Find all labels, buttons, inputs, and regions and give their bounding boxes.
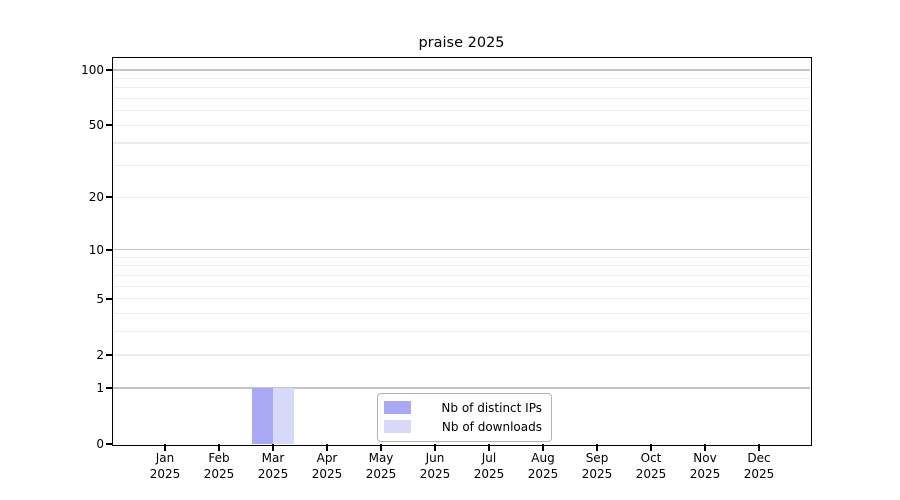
y-gridline-major: [113, 387, 810, 389]
y-gridline-minor: [113, 142, 810, 144]
y-gridline-minor: [113, 354, 810, 356]
y-tick-mark: [106, 248, 113, 251]
y-tick-label: 1: [96, 380, 104, 395]
x-tick-mark: [272, 444, 274, 451]
x-tick-mark: [596, 444, 598, 451]
y-tick-label: 0: [96, 437, 104, 451]
x-tick-mark: [542, 444, 544, 451]
x-tick-label: Feb 2025: [203, 451, 235, 481]
x-tick-mark: [650, 444, 652, 451]
y-gridline-minor: [113, 77, 810, 79]
legend-entry-downloads: Nb of downloads: [384, 418, 542, 435]
y-tick-mark: [106, 124, 113, 127]
x-tick-label: Apr 2025: [311, 451, 343, 481]
plot-area: [113, 58, 810, 444]
y-gridline-minor: [113, 124, 810, 126]
y-tick-mark: [106, 297, 113, 300]
y-tick-label: 100: [81, 62, 104, 77]
bar-downloads: [273, 387, 294, 444]
y-gridline-minor: [113, 331, 810, 333]
x-tick-label: Mar 2025: [257, 451, 289, 481]
y-tick-label: 50: [88, 118, 104, 133]
y-gridline-major: [113, 248, 810, 251]
chart-title: praise 2025: [418, 35, 505, 51]
x-tick-label: Jan 2025: [149, 451, 181, 481]
x-tick-label: Aug 2025: [527, 451, 559, 481]
y-gridline-minor: [113, 298, 810, 300]
y-tick-mark: [106, 69, 113, 71]
y-gridline-minor: [113, 256, 810, 258]
legend-swatch-distinct-ips-icon: [384, 401, 411, 414]
y-tick-mark: [106, 196, 113, 199]
y-tick-mark: [106, 354, 113, 356]
x-tick-label: Nov 2025: [689, 451, 721, 481]
y-gridline-minor: [113, 87, 810, 89]
y-tick-label: 20: [88, 190, 104, 205]
y-gridline-minor: [113, 110, 810, 112]
bar-distinct-ips: [252, 387, 273, 444]
x-tick-mark: [434, 444, 436, 451]
y-gridline-minor: [113, 274, 810, 277]
legend-label: Nb of distinct IPs: [441, 400, 542, 415]
x-tick-label: Jul 2025: [473, 451, 505, 481]
y-gridline-minor: [113, 313, 810, 315]
legend: Nb of distinct IPs Nb of downloads: [377, 393, 552, 442]
y-gridline-major: [113, 69, 810, 71]
y-tick-label: 5: [96, 291, 104, 306]
y-gridline-minor: [113, 285, 810, 287]
x-tick-mark: [488, 444, 490, 451]
y-tick-mark: [106, 386, 113, 389]
x-tick-label: Jun 2025: [419, 451, 451, 481]
y-tick-label: 2: [96, 347, 104, 362]
x-tick-label: May 2025: [365, 451, 397, 481]
legend-entry-distinct-ips: Nb of distinct IPs: [384, 399, 542, 416]
x-tick-label: Oct 2025: [635, 451, 667, 481]
legend-label: Nb of downloads: [441, 419, 542, 434]
legend-swatch-downloads-icon: [384, 420, 411, 433]
y-gridline-minor: [113, 165, 810, 167]
x-tick-label: Sep 2025: [581, 451, 613, 481]
x-tick-mark: [218, 444, 220, 451]
x-tick-mark: [704, 444, 706, 451]
y-tick-label: 10: [88, 242, 104, 257]
y-tick-mark: [106, 443, 113, 445]
x-tick-mark: [380, 444, 382, 451]
x-tick-mark: [326, 444, 328, 451]
y-gridline-minor: [113, 97, 810, 100]
x-tick-mark: [164, 444, 166, 451]
x-tick-label: Dec 2025: [743, 451, 775, 481]
y-gridline-minor: [113, 196, 810, 198]
x-tick-mark: [758, 444, 760, 451]
y-gridline-minor: [113, 265, 810, 267]
